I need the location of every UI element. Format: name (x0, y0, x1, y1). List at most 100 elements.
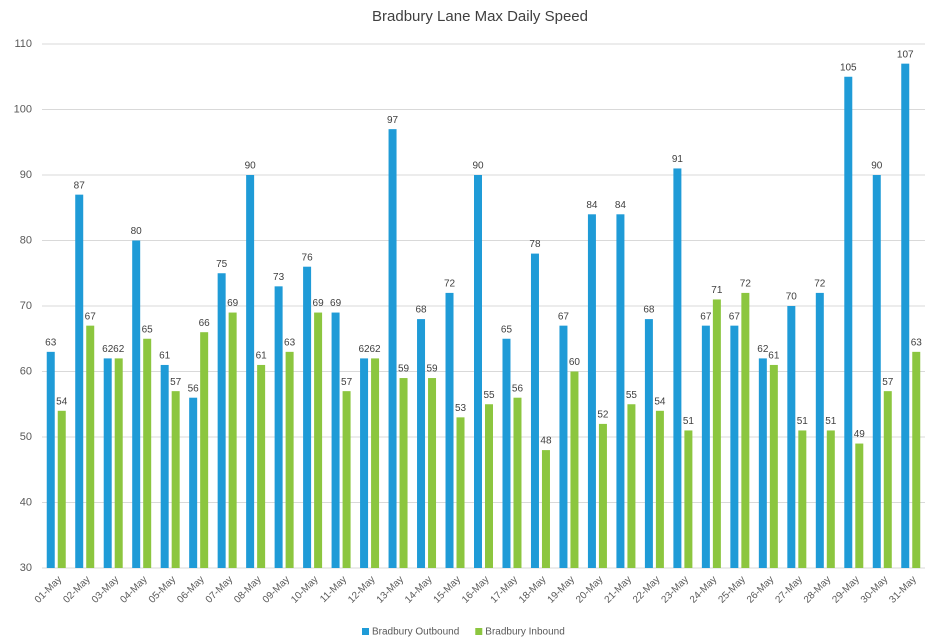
bar (75, 194, 84, 568)
bar (103, 358, 112, 568)
value-label: 55 (483, 390, 495, 401)
x-tick-label: 30-May (859, 574, 890, 605)
y-tick-label: 70 (20, 300, 32, 312)
value-label: 62 (113, 344, 125, 355)
bar (673, 168, 682, 568)
value-label: 67 (85, 311, 97, 322)
value-label: 73 (273, 272, 285, 283)
x-tick-label: 04-May (118, 574, 149, 605)
value-label: 65 (142, 324, 154, 335)
bar (741, 292, 750, 568)
y-tick-label: 30 (20, 562, 32, 574)
bar (559, 325, 568, 568)
x-tick-label: 14-May (403, 574, 434, 605)
value-label: 51 (825, 416, 837, 427)
x-tick-label: 10-May (289, 574, 320, 605)
value-label: 56 (188, 383, 200, 394)
bar (189, 397, 198, 568)
bar (200, 332, 209, 568)
value-label: 49 (854, 429, 866, 440)
x-tick-label: 17-May (489, 574, 520, 605)
bar (456, 417, 465, 568)
bar (530, 253, 539, 568)
bar (132, 240, 141, 568)
x-tick-label: 29-May (830, 574, 861, 605)
bar (826, 430, 835, 568)
x-tick-label: 20-May (574, 574, 605, 605)
value-label: 76 (302, 252, 314, 263)
legend-label: Bradbury Outbound (372, 627, 459, 638)
value-label: 87 (74, 180, 86, 191)
x-tick-label: 28-May (802, 574, 833, 605)
value-label: 107 (897, 49, 914, 60)
y-tick-label: 50 (20, 431, 32, 443)
bar (46, 351, 55, 568)
value-label: 90 (472, 161, 484, 172)
bar (872, 175, 881, 568)
value-label: 84 (615, 200, 627, 211)
value-label: 67 (729, 311, 741, 322)
bar (655, 410, 664, 568)
bar (815, 292, 824, 568)
value-label: 57 (882, 377, 894, 388)
x-tick-label: 11-May (318, 574, 349, 605)
bar (474, 175, 482, 568)
bar (399, 378, 408, 568)
bar (114, 358, 123, 568)
value-label: 67 (700, 311, 712, 322)
bar (314, 312, 323, 568)
y-tick-label: 110 (14, 38, 32, 50)
bar (285, 351, 294, 568)
value-label: 54 (654, 396, 666, 407)
bar (912, 351, 921, 568)
bar (798, 430, 807, 568)
y-tick-label: 90 (20, 169, 32, 181)
bar (587, 214, 596, 569)
x-tick-label: 21-May (603, 574, 634, 605)
value-label: 54 (56, 396, 68, 407)
value-label: 84 (586, 200, 598, 211)
x-tick-label: 01-May (33, 574, 64, 605)
value-label: 105 (840, 62, 857, 73)
x-tick-label: 07-May (204, 574, 235, 605)
value-label: 56 (512, 383, 524, 394)
x-tick-label: 13-May (375, 574, 406, 605)
bar (701, 325, 710, 568)
value-label: 69 (227, 298, 239, 309)
value-label: 61 (256, 351, 268, 362)
value-label: 90 (245, 161, 257, 172)
value-label: 61 (768, 351, 780, 362)
y-tick-label: 80 (20, 234, 32, 246)
bar (855, 443, 864, 568)
value-label: 66 (199, 318, 211, 329)
y-tick-label: 60 (20, 365, 32, 377)
x-tick-label: 05-May (147, 574, 178, 605)
value-label: 80 (131, 226, 143, 237)
value-label: 51 (797, 416, 809, 427)
bar (627, 404, 636, 568)
value-label: 62 (370, 344, 382, 355)
bar (217, 273, 226, 568)
value-label: 67 (558, 311, 570, 322)
x-tick-label: 15-May (432, 574, 463, 605)
bar (644, 319, 653, 568)
bar (143, 338, 152, 568)
x-tick-label: 24-May (688, 574, 719, 605)
value-label: 57 (170, 377, 182, 388)
bar (730, 325, 739, 568)
value-label: 69 (313, 298, 325, 309)
bar (901, 63, 910, 569)
bar (371, 358, 380, 568)
value-label: 71 (711, 285, 723, 296)
bar (513, 397, 522, 568)
legend-swatch (475, 628, 483, 635)
value-label: 53 (455, 403, 467, 414)
bar (274, 286, 283, 568)
bar (57, 410, 66, 568)
value-label: 60 (569, 357, 581, 368)
value-label: 68 (643, 305, 655, 316)
bar (228, 312, 237, 568)
value-label: 70 (786, 292, 798, 303)
bar (360, 358, 369, 568)
